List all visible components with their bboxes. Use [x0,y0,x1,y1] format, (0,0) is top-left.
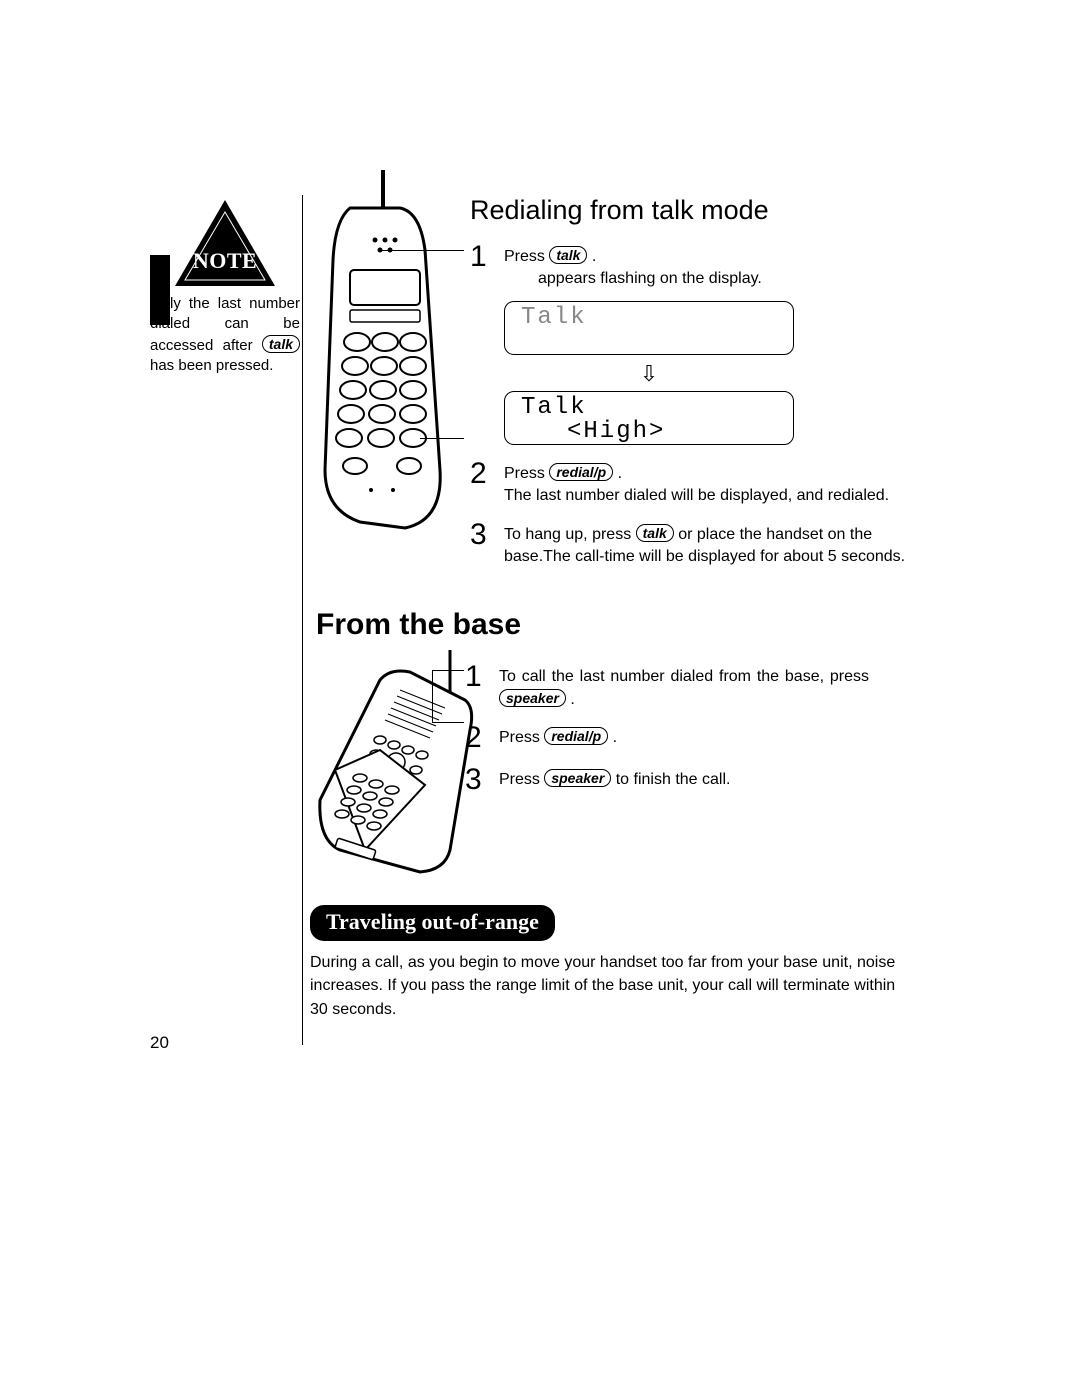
step-text: . [587,248,596,265]
step-text: Press [504,248,549,265]
lcd-group: Talk ⇩ Talk <High> [504,301,930,445]
column-divider [302,195,303,1045]
section3-para: During a call, as you begin to move your… [310,951,900,1021]
lcd-display-1: Talk [504,301,794,355]
step-text: to finish the call. [611,771,730,788]
step-text: . [613,465,622,482]
step-text: To call the last number dialed from the … [499,668,869,685]
speaker-key: speaker [499,689,566,707]
step-body: To hang up, press talk or place the hand… [504,518,930,569]
step-number: 2 [470,457,504,489]
redial-key: redial/p [549,463,613,481]
step-text: . [608,729,617,746]
lead-line [432,670,464,671]
step-body: Press speaker to finish the call. [499,763,730,791]
section2-steps: 1 To call the last number dialed from th… [465,660,930,795]
note-text-after: has been pressed. [150,357,273,374]
step-text: To hang up, press [504,526,636,543]
step-extra: The last number dialed will be displayed… [504,485,889,507]
step-text: Press [499,729,544,746]
step-2: 2 Press redial/p . The last number diale… [470,457,930,508]
lead-line [432,722,464,723]
note-text: Only the last number dialed can be acces… [150,294,300,376]
section1-title: Redialing from talk mode [470,195,930,226]
lead-line [432,670,433,722]
step-1: 1 To call the last number dialed from th… [465,660,930,711]
section-out-of-range: Traveling out-of-range During a call, as… [310,905,930,1021]
lcd-display-2: Talk <High> [504,391,794,445]
note-triangle-icon: NOTE [175,200,275,286]
talk-key: talk [549,246,587,264]
note-sidebar: NOTE Only the last number dialed can be … [150,200,300,376]
step-body: Press redial/p . The last number dialed … [504,457,889,508]
talk-key: talk [636,524,674,542]
lcd-line: <High> [521,420,777,444]
down-arrow-icon: ⇩ [504,361,794,387]
talk-key: talk [262,335,300,353]
step-1: 1 Press talk . appears flashing on the d… [470,240,930,291]
lcd-line: Talk [521,396,777,420]
redial-key: redial/p [544,727,608,745]
section2-title: From the base [316,608,930,642]
step-body: Press talk . appears flashing on the dis… [504,240,762,291]
page-number: 20 [150,1033,169,1053]
step-number: 3 [470,518,504,550]
speaker-key: speaker [544,769,611,787]
manual-page: NOTE Only the last number dialed can be … [0,0,1080,1397]
lcd-line: Talk [521,306,777,330]
step-2: 2 Press redial/p . [465,721,930,753]
step-text: . [566,691,575,708]
step-text: Press [499,771,544,788]
step-3: 3 To hang up, press talk or place the ha… [470,518,930,569]
section3-pill: Traveling out-of-range [310,905,555,941]
base-illustration [310,650,475,880]
step-number: 1 [470,240,504,272]
step-3: 3 Press speaker to finish the call. [465,763,930,795]
section-redial-talk: Redialing from talk mode 1 Press talk . … [470,195,930,568]
main-column: Redialing from talk mode 1 Press talk . … [310,195,930,1021]
step-body: To call the last number dialed from the … [499,660,869,711]
note-label: NOTE [175,248,275,274]
step-extra: appears flashing on the display. [504,268,762,290]
step-body: Press redial/p . [499,721,617,749]
step-text: Press [504,465,549,482]
